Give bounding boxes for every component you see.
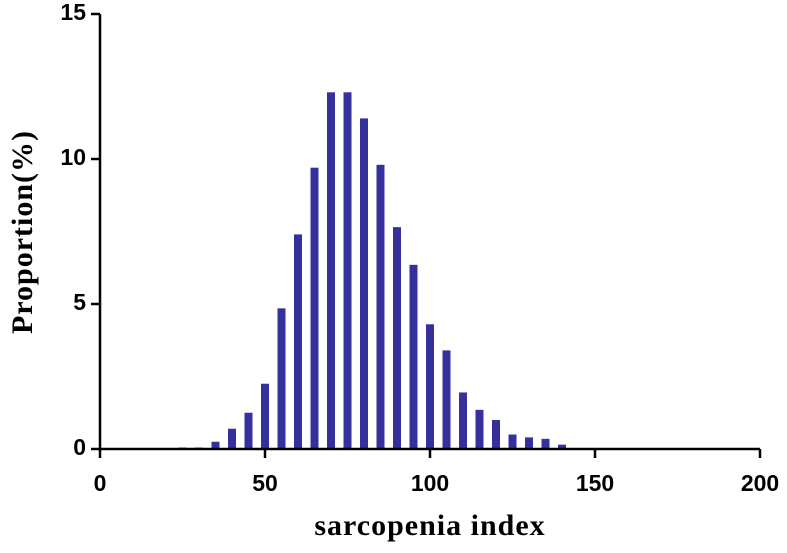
bar — [442, 350, 451, 449]
bar — [327, 92, 335, 450]
bar — [525, 437, 533, 449]
bar — [475, 409, 484, 449]
bar — [492, 420, 500, 449]
bar — [294, 234, 302, 449]
x-tick-label: 200 — [741, 470, 779, 496]
x-tick-label: 100 — [411, 470, 449, 496]
bar — [343, 92, 352, 450]
x-tick-label: 50 — [252, 470, 278, 496]
x-tick-label: 150 — [576, 470, 614, 496]
bar — [261, 383, 269, 449]
y-tick-label: 0 — [73, 434, 86, 460]
bar — [244, 412, 253, 449]
bar — [228, 428, 236, 449]
bar — [376, 164, 385, 450]
x-tick-label: 0 — [94, 470, 107, 496]
bar — [393, 227, 401, 449]
y-tick-label: 5 — [73, 289, 86, 315]
bar — [426, 324, 434, 449]
y-axis-title: Proportion(%) — [6, 130, 39, 334]
bar — [211, 441, 220, 449]
y-tick-label: 10 — [60, 144, 86, 170]
bar — [459, 392, 467, 449]
bar — [360, 118, 368, 450]
bar — [558, 444, 566, 449]
bar — [409, 264, 418, 449]
bar — [277, 308, 286, 449]
bar — [508, 434, 517, 449]
y-tick-label: 15 — [60, 0, 86, 25]
bar — [310, 167, 319, 449]
x-axis-title: sarcopenia index — [314, 509, 545, 542]
bar — [541, 438, 550, 449]
